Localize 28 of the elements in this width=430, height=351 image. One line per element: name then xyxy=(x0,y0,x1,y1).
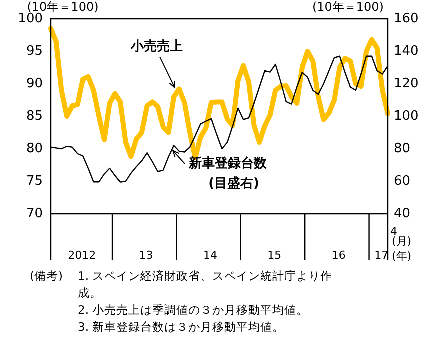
legend-label: 新車登録台数 xyxy=(188,155,268,172)
y2-tick-label: 100 xyxy=(394,108,419,124)
y2-axis-title: (10年＝100) xyxy=(312,0,384,14)
y2-tick-label: 120 xyxy=(394,76,419,92)
text: (備考) xyxy=(30,268,64,285)
y2-tick-label: 160 xyxy=(394,11,419,26)
y-tick-label: 95 xyxy=(26,44,43,59)
y-tick-label: 85 xyxy=(26,108,43,124)
annotation: (目盛右) xyxy=(208,175,260,192)
text: 1. スペイン経済財政省、スペイン統計庁より作成。 xyxy=(78,268,334,302)
x-tick-label: 15 xyxy=(268,248,282,262)
y-tick-label: 75 xyxy=(26,174,43,189)
text: (年) xyxy=(392,250,412,263)
x-tick-label: 17 xyxy=(374,248,389,262)
y-tick-label: 80 xyxy=(26,141,43,156)
x-tick-label: 16 xyxy=(332,248,346,262)
text: 小売売上 xyxy=(130,39,183,54)
text: 2. 小売売上は季調値の３か月移動平均値。 xyxy=(78,302,310,319)
y-tick-label: 90 xyxy=(26,76,43,92)
x-tick-label: 14 xyxy=(203,248,218,262)
y-tick-label: 70 xyxy=(26,206,43,222)
y2-tick-label: 140 xyxy=(394,44,419,59)
y2-tick-label: 80 xyxy=(394,141,411,156)
x-tick-label: 2012 xyxy=(68,248,96,262)
x-tick-label: 13 xyxy=(139,248,154,262)
y2-tick-label: 40 xyxy=(394,206,411,222)
text: 3. 新車登録台数は３か月移動平均値。 xyxy=(78,319,286,336)
y2-tick-label: 60 xyxy=(394,174,411,189)
